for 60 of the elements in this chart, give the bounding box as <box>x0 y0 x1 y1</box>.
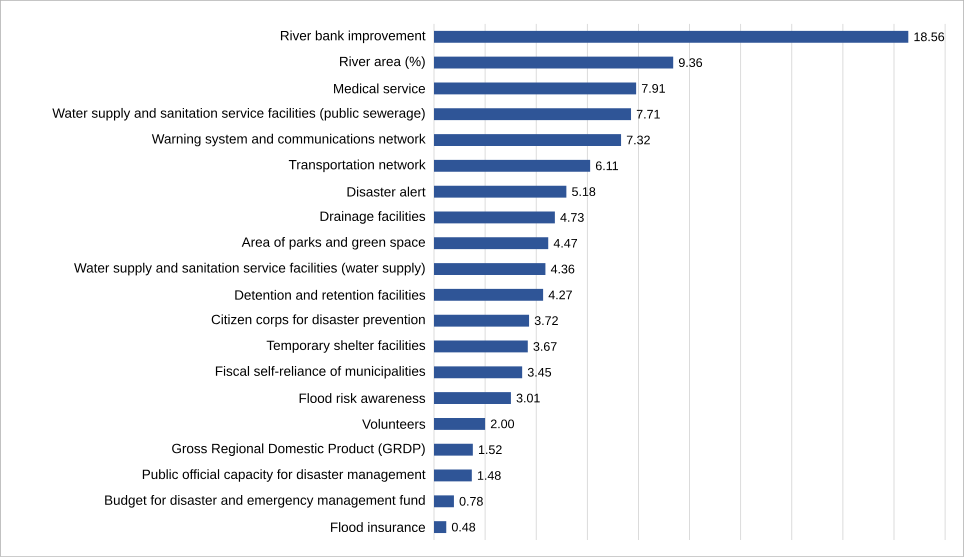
data-label: 6.11 <box>596 161 618 170</box>
data-label: 4.73 <box>560 213 584 222</box>
y-tick-label: Flood insurance <box>331 522 426 532</box>
y-tick-label: Temporary shelter facilities <box>266 340 426 353</box>
y-tick-label: Flood risk awareness <box>300 393 426 404</box>
bar <box>434 470 472 482</box>
y-tick-label: Gross Regional Domestic Product (GRDP) <box>172 443 425 456</box>
bar <box>434 288 544 301</box>
data-label: 3.72 <box>534 316 558 326</box>
data-label: 4.47 <box>554 239 578 248</box>
y-tick-label: Citizen corps for disaster prevention <box>212 314 425 327</box>
bar <box>434 237 548 250</box>
y-tick-label: Drainage facilities <box>320 211 426 224</box>
y-tick-label: River area (%) <box>340 56 425 69</box>
data-label: 7.71 <box>636 110 660 119</box>
bar <box>434 392 511 404</box>
data-label: 4.27 <box>548 290 572 300</box>
y-tick-label: Medical service <box>334 84 426 94</box>
bar <box>434 263 546 276</box>
data-label: 2.00 <box>490 420 514 428</box>
data-label: 3.45 <box>528 368 552 377</box>
y-tick-label: Detention and retention facilities <box>235 290 426 300</box>
bar <box>434 30 908 43</box>
bar <box>434 340 528 352</box>
bar <box>434 212 555 224</box>
y-tick-label: River bank improvement <box>280 30 426 44</box>
data-label: 1.52 <box>478 445 502 454</box>
bar <box>434 160 590 172</box>
bar <box>434 108 632 120</box>
data-label: 4.36 <box>550 264 574 274</box>
y-tick-label: Water supply and sanitation service facilities (water supply) <box>74 262 425 276</box>
data-label: 7.32 <box>626 136 650 144</box>
bar <box>434 314 530 327</box>
bar <box>434 444 473 456</box>
data-label: 1.48 <box>478 471 501 480</box>
data-label: 3.67 <box>533 342 557 351</box>
data-label: 0.78 <box>460 496 483 506</box>
y-tick-label: Warning system and communications network <box>152 134 426 146</box>
data-label: 5.18 <box>572 187 596 196</box>
data-label: 9.36 <box>678 58 702 68</box>
y-tick-label: Volunteers <box>362 418 426 429</box>
y-tick-label: Water supply and sanitation service facilities (public sewerage) <box>52 108 425 121</box>
bar <box>434 418 486 430</box>
y-tick-label: Transportation network <box>288 160 426 172</box>
bar <box>434 82 636 94</box>
y-tick-label: Budget for disaster and emergency management fund <box>105 495 425 508</box>
bar <box>434 56 674 69</box>
data-label: 7.91 <box>642 84 665 93</box>
y-tick-label: Area of parks and green space <box>242 237 426 250</box>
bar <box>434 186 566 198</box>
y-tick-label: Disaster alert <box>348 186 426 197</box>
bar <box>434 366 522 378</box>
y-tick-label: Public official capacity for disaster management <box>142 469 426 482</box>
bar <box>434 495 454 508</box>
data-label: 18.56 <box>914 32 944 42</box>
bar <box>434 134 622 146</box>
y-tick-label: Fiscal self-reliance of municipalities <box>216 366 426 379</box>
data-label: 0.48 <box>452 522 476 532</box>
data-label: 3.01 <box>516 394 540 403</box>
bar <box>434 521 446 534</box>
